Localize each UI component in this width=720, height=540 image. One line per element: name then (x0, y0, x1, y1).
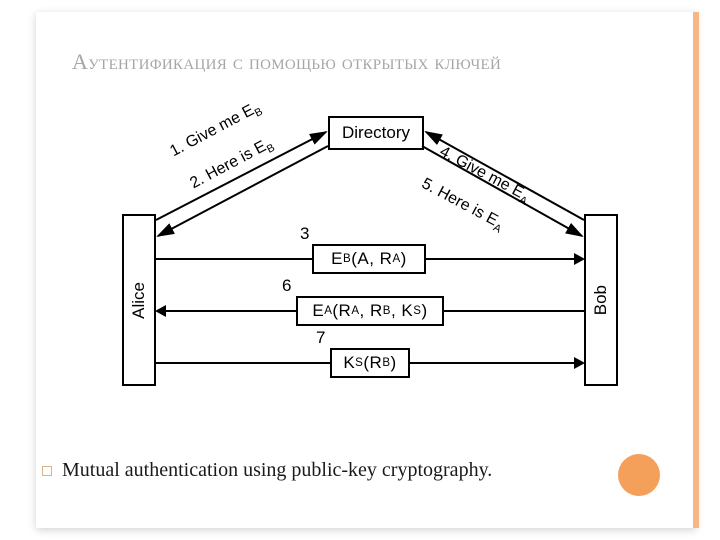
arrow-3-right (426, 258, 574, 260)
arrow-6-right (444, 310, 584, 312)
step-6-num: 6 (282, 276, 291, 296)
msg-7: KS (RB) (330, 348, 410, 378)
msg-3: EB (A, RA) (312, 244, 426, 274)
arrow-6-left (166, 310, 296, 312)
arrow-3-left (156, 258, 312, 260)
msg-6: EA (RA, RB, KS) (296, 296, 444, 326)
arrow-3-head (574, 252, 588, 266)
step-7-num: 7 (316, 328, 325, 348)
step-3-num: 3 (300, 224, 309, 244)
page-title: Аутентификация с помощью открытых ключей (72, 48, 660, 76)
arrow-6-head (154, 304, 168, 318)
caption-text: Mutual authentication using public-key c… (62, 459, 492, 482)
slide-card: Аутентификация с помощью открытых ключей… (36, 12, 696, 528)
bullet-icon (42, 466, 52, 476)
accent-bar (693, 12, 699, 528)
diagram-area: Alice Directory Bob 1. Give me EB (122, 116, 618, 398)
arrow-7-left (156, 362, 330, 364)
arrow-7-head (574, 356, 588, 370)
accent-dot-icon (618, 454, 660, 496)
arrow-7-right (410, 362, 574, 364)
caption-row: Mutual authentication using public-key c… (42, 459, 660, 482)
